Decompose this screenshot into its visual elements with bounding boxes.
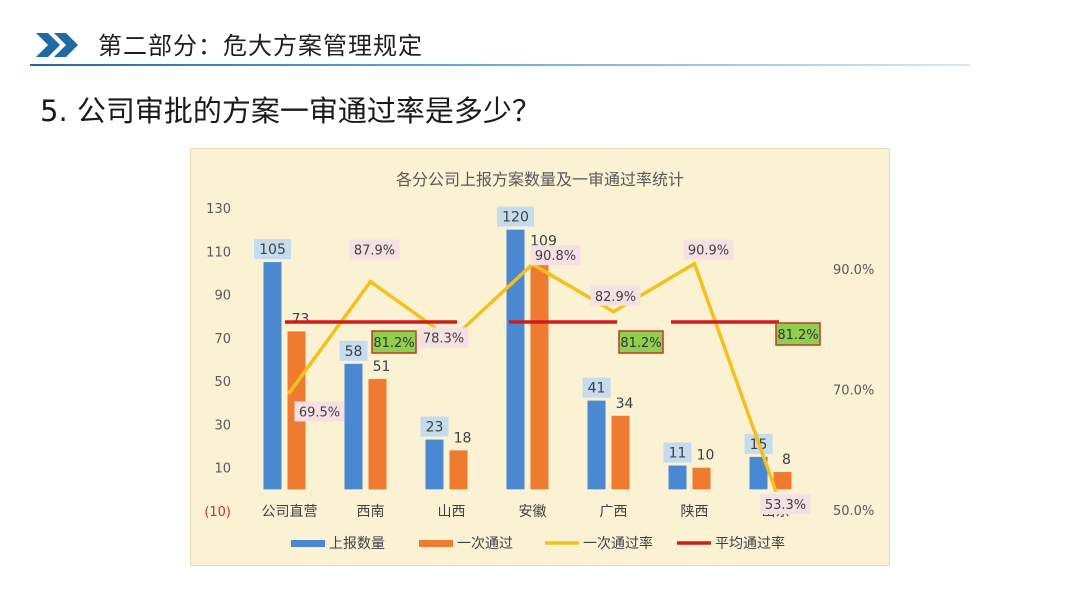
- bar-value-box: [254, 239, 291, 260]
- right-axis-tick: 70.0%: [833, 384, 874, 399]
- legend-label: 一次通过率: [583, 535, 653, 552]
- average-label-box: [775, 322, 821, 346]
- x-axis-label: 公司直营: [262, 503, 318, 520]
- bar-value-label: 34: [616, 396, 634, 412]
- rate-label: 78.3%: [423, 331, 464, 346]
- bar-value-box: [663, 442, 692, 463]
- bar-passed: [611, 415, 630, 490]
- rate-label: 87.9%: [354, 244, 395, 259]
- left-axis-tick: 30: [214, 418, 231, 433]
- bar-value-box: [339, 340, 368, 361]
- bar-value-label: 41: [588, 381, 606, 397]
- bar-passed: [449, 450, 468, 490]
- x-axis-label: 安徽: [519, 504, 547, 520]
- bar-submitted: [749, 456, 768, 490]
- legend-swatch: [291, 540, 325, 547]
- bar-value-label: 23: [426, 420, 444, 436]
- bar-value-label: 58: [345, 344, 363, 360]
- rate-label: 53.3%: [765, 498, 806, 513]
- legend-swatch: [419, 540, 453, 547]
- bar-value-label: 105: [259, 242, 286, 258]
- header-divider: [30, 64, 970, 66]
- left-axis-tick: 110: [206, 245, 231, 260]
- left-axis-tick: 10: [214, 462, 231, 477]
- chart-panel: 各分公司上报方案数量及一审通过率统计 (10) 10 30 50 70 90 110 130 50…: [190, 148, 890, 566]
- rate-label-box: [349, 239, 400, 260]
- bar-passed: [530, 253, 549, 490]
- bar-submitted: [587, 400, 606, 490]
- average-label: 81.2%: [777, 328, 818, 343]
- question-heading: 5. 公司审批的方案一审通过率是多少？: [40, 94, 541, 128]
- left-axis-tick: 90: [214, 289, 231, 304]
- bar-value-label: 10: [697, 448, 715, 464]
- legend-label: 上报数量: [329, 536, 385, 552]
- bar-submitted: [425, 439, 444, 490]
- rate-label: 90.9%: [688, 244, 729, 259]
- bar-submitted: [263, 262, 282, 490]
- bar-passed: [692, 467, 711, 490]
- rate-point: [692, 261, 697, 266]
- rate-label-box: [590, 285, 641, 306]
- rate-point: [368, 279, 373, 284]
- rate-label-box: [760, 494, 811, 515]
- rate-label-box: [530, 245, 581, 266]
- bar-passed: [368, 378, 387, 490]
- bar-value-label: 18: [454, 430, 472, 446]
- bar-value-box: [582, 377, 611, 398]
- bar-submitted: [344, 363, 363, 490]
- bar-value-label: 11: [669, 446, 687, 462]
- section-header: 第二部分：危大方案管理规定: [30, 22, 1030, 66]
- x-axis-label: 西南: [357, 504, 385, 520]
- right-axis-tick: 50.0%: [833, 504, 874, 519]
- average-label: 81.2%: [373, 336, 414, 351]
- bar-value-label: 8: [782, 452, 791, 468]
- bar-value-label: 120: [502, 210, 529, 226]
- bar-value-box: [420, 416, 449, 437]
- rate-point: [287, 390, 292, 395]
- bar-submitted: [506, 229, 525, 490]
- double-chevron-icon: [36, 33, 78, 57]
- bar-value-label: 51: [373, 359, 391, 375]
- average-label-box: [618, 330, 664, 354]
- left-axis-tick: 70: [214, 332, 231, 347]
- left-axis-tick: 130: [206, 202, 231, 217]
- chart-title: 各分公司上报方案数量及一审通过率统计: [396, 170, 684, 189]
- left-axis-tick: (10): [204, 505, 231, 520]
- rate-label-box: [418, 327, 469, 348]
- bar-value-label: 73: [292, 311, 310, 327]
- bar-passed: [773, 472, 792, 490]
- rate-point: [611, 309, 616, 314]
- legend-label: 一次通过: [457, 536, 513, 552]
- bar-value-box: [497, 206, 534, 227]
- x-axis-label: 广西: [600, 504, 628, 520]
- legend-label: 平均通过率: [715, 535, 785, 552]
- rate-label-box: [294, 401, 345, 422]
- rate-label: 82.9%: [595, 290, 636, 305]
- x-axis-label: 陕西: [681, 504, 709, 520]
- section-title: 第二部分：危大方案管理规定: [98, 32, 423, 60]
- average-label: 81.2%: [620, 336, 661, 351]
- combo-chart: 各分公司上报方案数量及一审通过率统计 (10) 10 30 50 70 90 110 130 50…: [204, 170, 874, 552]
- right-axis-tick: 90.0%: [833, 263, 874, 278]
- left-axis-tick: 50: [214, 375, 231, 390]
- rate-label: 90.8%: [535, 249, 576, 264]
- bar-submitted: [668, 465, 687, 490]
- rate-label-box: [683, 239, 734, 260]
- average-label-box: [371, 330, 417, 354]
- rate-label: 69.5%: [299, 406, 340, 421]
- x-axis-label: 山西: [438, 504, 466, 520]
- rate-point: [773, 488, 778, 493]
